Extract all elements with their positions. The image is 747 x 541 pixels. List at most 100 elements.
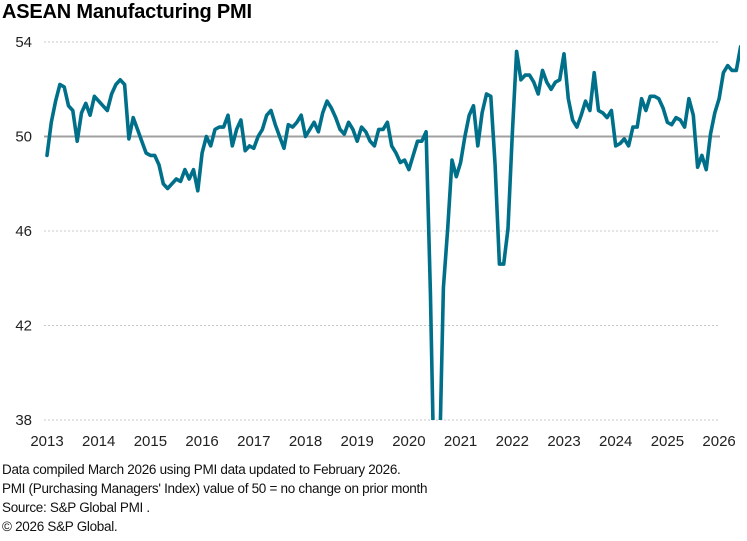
data-point [326, 100, 328, 102]
data-point [722, 72, 724, 74]
data-point [602, 112, 604, 114]
data-point [537, 93, 539, 95]
data-point [559, 79, 561, 81]
data-point [459, 161, 461, 163]
data-point [550, 88, 552, 90]
data-point [197, 190, 199, 192]
data-point [369, 140, 371, 142]
y-tick-label: 42 [15, 318, 32, 335]
data-point [266, 114, 268, 116]
data-point [468, 114, 470, 116]
data-point [671, 124, 673, 126]
data-point [179, 180, 181, 182]
data-point [494, 164, 496, 166]
data-point [571, 119, 573, 121]
data-point [192, 168, 194, 170]
data-point [528, 74, 530, 76]
data-point [356, 140, 358, 142]
data-point [416, 140, 418, 142]
x-tick-label: 2026 [702, 433, 735, 450]
data-point [257, 135, 259, 137]
data-point [382, 128, 384, 130]
data-point [507, 227, 509, 229]
data-point [119, 79, 121, 81]
data-point [696, 166, 698, 168]
data-point [434, 513, 436, 515]
y-tick-label: 54 [15, 34, 32, 51]
data-point [300, 114, 302, 116]
x-tick-label: 2015 [134, 433, 167, 450]
data-point [244, 150, 246, 152]
y-tick-label: 50 [15, 129, 32, 146]
data-point [76, 140, 78, 142]
data-point [627, 145, 629, 147]
data-point [391, 145, 393, 147]
data-point [304, 135, 306, 137]
data-point [554, 81, 556, 83]
x-tick-label: 2021 [444, 433, 477, 450]
data-point [666, 121, 668, 123]
data-point [93, 95, 95, 97]
data-point [145, 152, 147, 154]
x-tick-label: 2023 [547, 433, 580, 450]
data-point [718, 98, 720, 100]
data-point [399, 161, 401, 163]
data-point [175, 178, 177, 180]
data-point [546, 81, 548, 83]
data-point [313, 121, 315, 123]
note-pmi-definition: PMI (Purchasing Managers' Index) value o… [2, 481, 428, 496]
data-point [589, 109, 591, 111]
data-point [184, 168, 186, 170]
x-tick-label: 2014 [82, 433, 115, 450]
x-tick-label: 2025 [651, 433, 684, 450]
data-point [141, 140, 143, 142]
data-point [727, 64, 729, 66]
data-point [278, 135, 280, 137]
data-point [593, 72, 595, 74]
x-tick-label: 2019 [341, 433, 374, 450]
data-point [632, 126, 634, 128]
data-point [421, 140, 423, 142]
data-point [123, 83, 125, 85]
x-tick-label: 2022 [496, 433, 529, 450]
data-point [688, 98, 690, 100]
data-point [352, 128, 354, 130]
data-point [227, 114, 229, 116]
data-point [714, 112, 716, 114]
data-point [429, 291, 431, 293]
gridlines [44, 41, 720, 421]
data-point [115, 83, 117, 85]
data-point [645, 109, 647, 111]
data-point [503, 263, 505, 265]
data-point [222, 126, 224, 128]
x-axis: 2013 2014 2015 2016 2017 2018 2019 2020 2021 2022… [30, 433, 735, 450]
data-point [692, 114, 694, 116]
data-point [166, 187, 168, 189]
data-point [201, 152, 203, 154]
data-point [541, 69, 543, 71]
data-point [515, 50, 517, 52]
data-point [63, 86, 65, 88]
data-point [636, 126, 638, 128]
data-point [481, 112, 483, 114]
data-point [739, 46, 741, 48]
data-point [395, 152, 397, 154]
data-point [270, 109, 272, 111]
data-point [403, 159, 405, 161]
data-point [171, 183, 173, 185]
data-point [296, 121, 298, 123]
data-point [472, 105, 474, 107]
note-copyright: © 2026 S&P Global. [2, 519, 118, 534]
data-point [563, 53, 565, 55]
data-point [158, 164, 160, 166]
data-point [214, 128, 216, 130]
data-point [584, 100, 586, 102]
data-point [240, 119, 242, 121]
data-point [658, 98, 660, 100]
data-point [261, 128, 263, 130]
data-point [619, 142, 621, 144]
data-point [373, 145, 375, 147]
data-point [98, 100, 100, 102]
data-point [106, 109, 108, 111]
data-point [709, 133, 711, 135]
